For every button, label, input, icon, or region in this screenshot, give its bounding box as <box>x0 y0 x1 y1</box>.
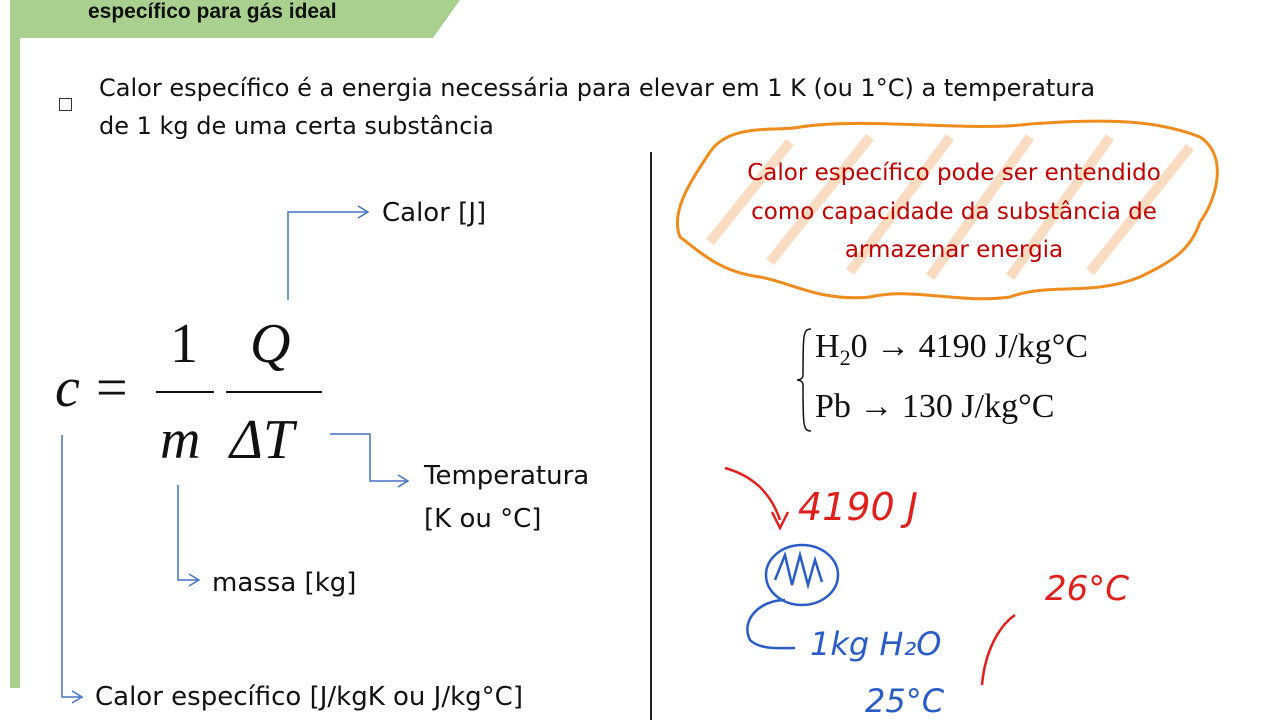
hand-mass: 1kg H₂O <box>810 625 941 663</box>
example-water: H20 → 4190 J/kg°C <box>815 328 1089 370</box>
title-banner <box>10 0 460 38</box>
column-divider <box>650 152 652 720</box>
hand-t1: 25°C <box>865 682 945 720</box>
label-temperatura: Temperatura <box>424 461 590 491</box>
handwritten-annotations: 4190 J 1kg H₂O 25°C 26°C <box>724 466 1129 720</box>
arrow-massa <box>177 485 197 581</box>
callout-line3: armazenar energia <box>844 237 1064 263</box>
callout-cloud-shape <box>675 119 1219 301</box>
formula-den2: ΔT <box>230 409 295 471</box>
slide-accent-bar <box>10 0 20 688</box>
bullet-text-line1: Calor específico é a energia necessária … <box>99 74 1096 102</box>
example-lead: Pb → 130 J/kg°C <box>815 388 1055 425</box>
formula-num2: Q <box>250 313 291 375</box>
formula-equals: = <box>96 357 128 419</box>
label-calor-especifico: Calor específico [J/kgK ou J/kg°C] <box>95 682 523 712</box>
bullet-text-line2: de 1 kg de uma certa substância <box>99 112 494 140</box>
arrow-calor-especifico <box>61 435 80 698</box>
arrow-temperatura <box>330 433 406 482</box>
label-temperatura-units: [K ou °C] <box>424 504 542 534</box>
label-massa: massa [kg] <box>212 568 357 598</box>
hand-energy: 4190 J <box>798 485 918 529</box>
formula-c: c <box>55 357 80 419</box>
callout-line1: Calor específico pode ser entendido <box>747 160 1161 186</box>
formula-arrows <box>61 205 410 704</box>
callout-line2: como capacidade da substância de <box>751 199 1157 225</box>
label-calor: Calor [J] <box>382 198 487 228</box>
brace-icon <box>796 328 812 432</box>
formula-num1: 1 <box>170 313 198 375</box>
hand-t2: 26°C <box>1045 569 1129 609</box>
formula-den1: m <box>160 409 201 471</box>
slide-title: específico para gás ideal <box>88 0 337 23</box>
arrow-calor <box>287 211 366 300</box>
bullet-icon <box>59 98 72 111</box>
